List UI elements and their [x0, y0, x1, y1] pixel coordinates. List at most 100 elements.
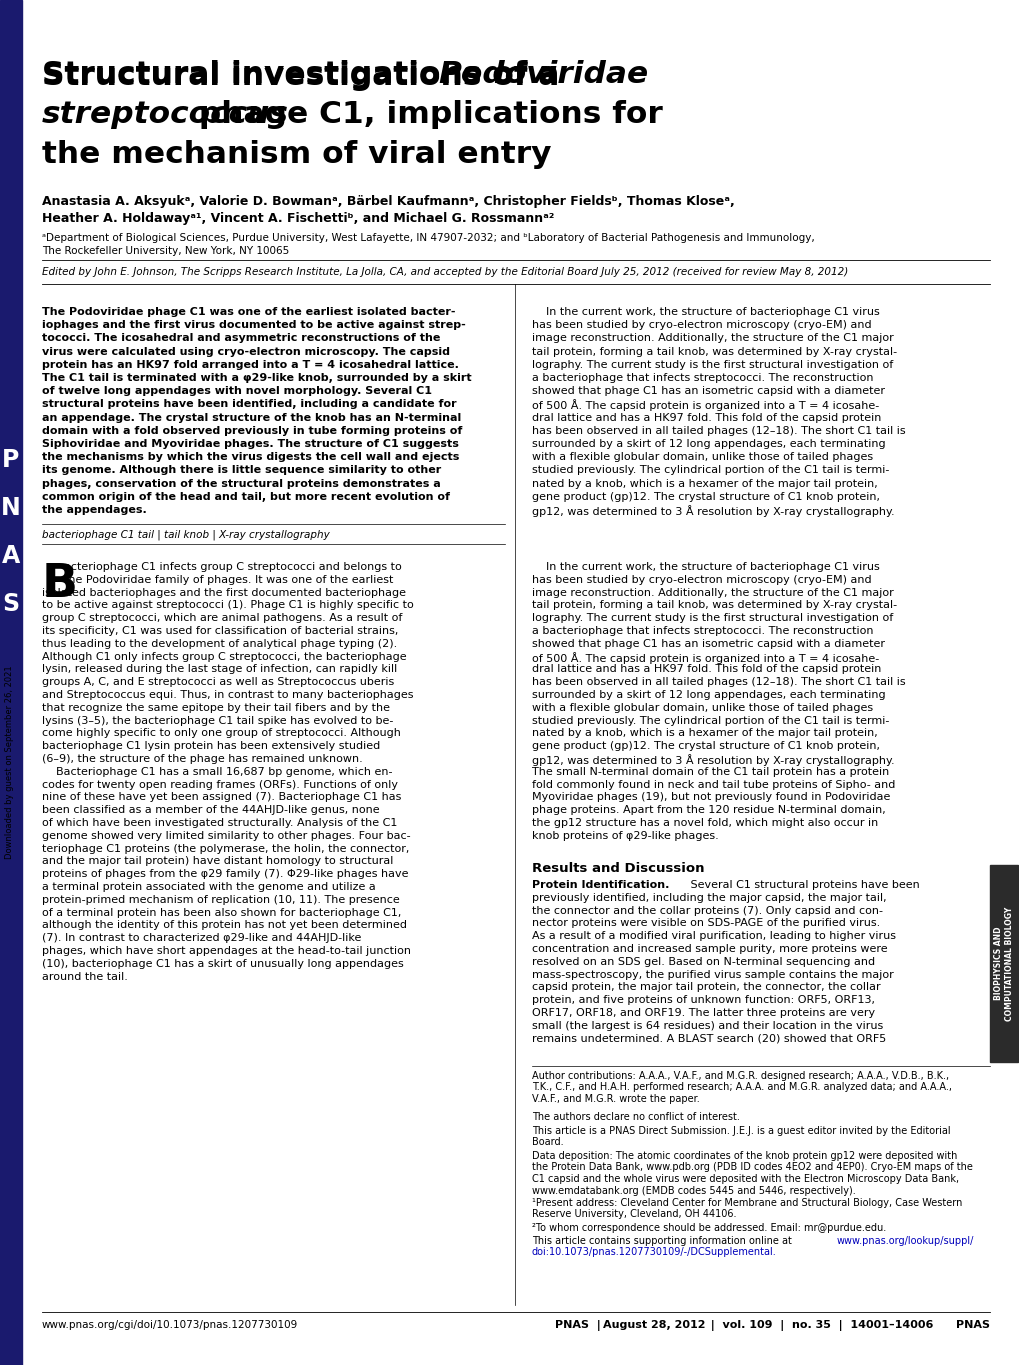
- Text: showed that phage C1 has an isometric capsid with a diameter: showed that phage C1 has an isometric ca…: [532, 639, 884, 648]
- Text: of twelve long appendages with novel morphology. Several C1: of twelve long appendages with novel mor…: [42, 386, 432, 396]
- Text: Results and Discussion: Results and Discussion: [532, 863, 704, 875]
- Text: Siphoviridae and Myoviridae phages. The structure of C1 suggests: Siphoviridae and Myoviridae phages. The …: [42, 440, 459, 449]
- Text: although the identity of this protein has not yet been determined: although the identity of this protein ha…: [42, 920, 407, 931]
- Text: surrounded by a skirt of 12 long appendages, each terminating: surrounded by a skirt of 12 long appenda…: [532, 440, 884, 449]
- Text: Anastasia A. Aksyukᵃ, Valorie D. Bowmanᵃ, Bärbel Kaufmannᵃ, Christopher Fieldsᵇ,: Anastasia A. Aksyukᵃ, Valorie D. Bowmanᵃ…: [42, 195, 734, 207]
- Text: This article is a PNAS Direct Submission. J.E.J. is a guest editor invited by th: This article is a PNAS Direct Submission…: [532, 1126, 950, 1136]
- Text: of 500 Å. The capsid protein is organized into a T = 4 icosahe-: of 500 Å. The capsid protein is organize…: [532, 400, 878, 411]
- Text: ²To whom correspondence should be addressed. Email: mr@purdue.edu.: ²To whom correspondence should be addres…: [532, 1223, 886, 1233]
- Text: www.pnas.org/lookup/suppl/: www.pnas.org/lookup/suppl/: [837, 1235, 973, 1246]
- Text: phage C1, implications for: phage C1, implications for: [189, 100, 662, 130]
- Text: been classified as a member of the 44AHJD-like genus, none: been classified as a member of the 44AHJ…: [42, 805, 379, 815]
- Text: image reconstruction. Additionally, the structure of the C1 major: image reconstruction. Additionally, the …: [532, 587, 893, 598]
- Text: dral lattice and has a HK97 fold. This fold of the capsid protein: dral lattice and has a HK97 fold. This f…: [532, 412, 880, 423]
- Text: surrounded by a skirt of 12 long appendages, each terminating: surrounded by a skirt of 12 long appenda…: [532, 689, 884, 700]
- Text: Structural investigations of a: Structural investigations of a: [42, 61, 570, 91]
- Text: PNAS: PNAS: [955, 1320, 989, 1330]
- Text: group C streptococci, which are animal pathogens. As a result of: group C streptococci, which are animal p…: [42, 613, 401, 624]
- Text: that recognize the same epitope by their tail fibers and by the: that recognize the same epitope by their…: [42, 703, 389, 713]
- Text: has been studied by cryo-electron microscopy (cryo-EM) and: has been studied by cryo-electron micros…: [532, 575, 871, 584]
- Text: of a terminal protein has been also shown for bacteriophage C1,: of a terminal protein has been also show…: [42, 908, 401, 917]
- Text: a bacteriophage that infects streptococci. The reconstruction: a bacteriophage that infects streptococc…: [532, 373, 872, 384]
- Text: (6–9), the structure of the phage has remained unknown.: (6–9), the structure of the phage has re…: [42, 753, 363, 764]
- Text: protein-primed mechanism of replication (10, 11). The presence: protein-primed mechanism of replication …: [42, 895, 399, 905]
- Text: thus leading to the development of analytical phage typing (2).: thus leading to the development of analy…: [42, 639, 396, 648]
- Text: capsid protein, the major tail protein, the connector, the collar: capsid protein, the major tail protein, …: [532, 983, 879, 992]
- Text: T.K., C.F., and H.A.H. performed research; A.A.A. and M.G.R. analyzed data; and : T.K., C.F., and H.A.H. performed researc…: [532, 1082, 951, 1092]
- Text: gene product (gp)12. The crystal structure of C1 knob protein,: gene product (gp)12. The crystal structu…: [532, 491, 879, 502]
- Text: the gp12 structure has a novel fold, which might also occur in: the gp12 structure has a novel fold, whi…: [532, 818, 877, 829]
- Text: streptococcus: streptococcus: [42, 100, 288, 130]
- Text: Several C1 structural proteins have been: Several C1 structural proteins have been: [687, 880, 919, 890]
- Text: P: P: [2, 448, 19, 472]
- Text: The authors declare no conflict of interest.: The authors declare no conflict of inter…: [532, 1112, 739, 1122]
- Text: the mechanisms by which the virus digests the cell wall and ejects: the mechanisms by which the virus digest…: [42, 452, 459, 463]
- Text: a terminal protein associated with the genome and utilize a: a terminal protein associated with the g…: [42, 882, 375, 891]
- Text: This article contains supporting information online at: This article contains supporting informa…: [532, 1235, 794, 1246]
- Text: Podoviridae: Podoviridae: [438, 60, 648, 89]
- Text: Protein Identification.: Protein Identification.: [532, 880, 668, 890]
- Text: bacteriophage C1 lysin protein has been extensively studied: bacteriophage C1 lysin protein has been …: [42, 741, 380, 751]
- Text: Author contributions: A.A.A., V.A.F., and M.G.R. designed research; A.A.A., V.D.: Author contributions: A.A.A., V.A.F., an…: [532, 1072, 949, 1081]
- Text: genome showed very limited similarity to other phages. Four bac-: genome showed very limited similarity to…: [42, 831, 411, 841]
- Text: with a flexible globular domain, unlike those of tailed phages: with a flexible globular domain, unlike …: [532, 703, 872, 713]
- Text: has been observed in all tailed phages (12–18). The short C1 tail is: has been observed in all tailed phages (…: [532, 426, 905, 435]
- Text: fold commonly found in neck and tail tube proteins of Sipho- and: fold commonly found in neck and tail tub…: [532, 779, 895, 789]
- Text: lysin, released during the last stage of infection, can rapidly kill: lysin, released during the last stage of…: [42, 665, 396, 674]
- Text: its genome. Although there is little sequence similarity to other: its genome. Although there is little seq…: [42, 465, 441, 475]
- Text: S: S: [2, 592, 19, 616]
- Text: nated by a knob, which is a hexamer of the major tail protein,: nated by a knob, which is a hexamer of t…: [532, 729, 877, 738]
- Text: and the major tail protein) have distant homology to structural: and the major tail protein) have distant…: [42, 856, 393, 867]
- Text: the mechanism of viral entry: the mechanism of viral entry: [42, 141, 551, 169]
- Text: protein, and five proteins of unknown function: ORF5, ORF13,: protein, and five proteins of unknown fu…: [532, 995, 874, 1005]
- Text: A: A: [2, 545, 20, 568]
- Text: ORF17, ORF18, and ORF19. The latter three proteins are very: ORF17, ORF18, and ORF19. The latter thre…: [532, 1007, 874, 1018]
- Text: In the current work, the structure of bacteriophage C1 virus: In the current work, the structure of ba…: [532, 562, 878, 572]
- Text: mass-spectroscopy, the purified virus sample contains the major: mass-spectroscopy, the purified virus sa…: [532, 969, 893, 980]
- Text: structural proteins have been identified, including a candidate for: structural proteins have been identified…: [42, 400, 457, 410]
- Text: resolved on an SDS gel. Based on N-terminal sequencing and: resolved on an SDS gel. Based on N-termi…: [532, 957, 874, 966]
- Text: In the current work, the structure of bacteriophage C1 virus: In the current work, the structure of ba…: [532, 307, 878, 317]
- Text: of which have been investigated structurally. Analysis of the C1: of which have been investigated structur…: [42, 818, 397, 829]
- Text: gene product (gp)12. The crystal structure of C1 knob protein,: gene product (gp)12. The crystal structu…: [532, 741, 879, 751]
- Text: its specificity, C1 was used for classification of bacterial strains,: its specificity, C1 was used for classif…: [42, 627, 398, 636]
- Text: doi:10.1073/pnas.1207730109/-/DCSupplemental.: doi:10.1073/pnas.1207730109/-/DCSuppleme…: [532, 1248, 776, 1257]
- Text: gp12, was determined to 3 Å resolution by X-ray crystallography.: gp12, was determined to 3 Å resolution b…: [532, 753, 894, 766]
- Text: proteins of phages from the φ29 family (7). Φ29-like phages have: proteins of phages from the φ29 family (…: [42, 870, 408, 879]
- Text: C1 capsid and the whole virus were deposited with the Electron Microscopy Data B: C1 capsid and the whole virus were depos…: [532, 1174, 958, 1183]
- Text: August 28, 2012: August 28, 2012: [602, 1320, 705, 1330]
- Text: Board.: Board.: [532, 1137, 564, 1147]
- Text: bacteriophage C1 tail | tail knob | X-ray crystallography: bacteriophage C1 tail | tail knob | X-ra…: [42, 530, 329, 541]
- Text: Downloaded by guest on September 26, 2021: Downloaded by guest on September 26, 202…: [5, 665, 14, 859]
- Text: an appendage. The crystal structure of the knob has an N-terminal: an appendage. The crystal structure of t…: [42, 412, 461, 423]
- Text: PNAS  |: PNAS |: [554, 1320, 608, 1331]
- Text: the Protein Data Bank, www.pdb.org (PDB ID codes 4EO2 and 4EP0). Cryo-EM maps of: the Protein Data Bank, www.pdb.org (PDB …: [532, 1163, 972, 1173]
- Text: domain with a fold observed previously in tube forming proteins of: domain with a fold observed previously i…: [42, 426, 462, 435]
- Text: knob proteins of φ29-like phages.: knob proteins of φ29-like phages.: [532, 831, 718, 841]
- Text: phages, conservation of the structural proteins demonstrates a: phages, conservation of the structural p…: [42, 479, 440, 489]
- Text: phages, which have short appendages at the head-to-tail junction: phages, which have short appendages at t…: [42, 946, 411, 956]
- Text: BIOPHYSICS AND
COMPUTATIONAL BIOLOGY: BIOPHYSICS AND COMPUTATIONAL BIOLOGY: [994, 906, 1013, 1021]
- Text: to be active against streptococci (1). Phage C1 is highly specific to: to be active against streptococci (1). P…: [42, 601, 414, 610]
- Text: Although C1 only infects group C streptococci, the bacteriophage: Although C1 only infects group C strepto…: [42, 651, 407, 662]
- Text: a bacteriophage that infects streptococci. The reconstruction: a bacteriophage that infects streptococc…: [532, 627, 872, 636]
- Bar: [0, 0, 22, 1365]
- Text: previously identified, including the major capsid, the major tail,: previously identified, including the maj…: [532, 893, 886, 902]
- Text: teriophage C1 proteins (the polymerase, the holin, the connector,: teriophage C1 proteins (the polymerase, …: [42, 844, 409, 853]
- Text: lography. The current study is the first structural investigation of: lography. The current study is the first…: [532, 613, 893, 624]
- Text: tail protein, forming a tail knob, was determined by X-ray crystal-: tail protein, forming a tail knob, was d…: [532, 347, 897, 356]
- Text: of 500 Å. The capsid protein is organized into a T = 4 icosahe-: of 500 Å. The capsid protein is organize…: [532, 651, 878, 663]
- Text: has been studied by cryo-electron microscopy (cryo-EM) and: has been studied by cryo-electron micros…: [532, 321, 871, 330]
- Text: Reserve University, Cleveland, OH 44106.: Reserve University, Cleveland, OH 44106.: [532, 1209, 736, 1219]
- Text: concentration and increased sample purity, more proteins were: concentration and increased sample purit…: [532, 945, 887, 954]
- Text: ¹Present address: Cleveland Center for Membrane and Structural Biology, Case Wes: ¹Present address: Cleveland Center for M…: [532, 1198, 962, 1208]
- Text: acteriophage C1 infects group C streptococci and belongs to: acteriophage C1 infects group C streptoc…: [64, 562, 401, 572]
- Text: www.pnas.org/cgi/doi/10.1073/pnas.1207730109: www.pnas.org/cgi/doi/10.1073/pnas.120773…: [42, 1320, 298, 1330]
- Text: has been observed in all tailed phages (12–18). The short C1 tail is: has been observed in all tailed phages (…: [532, 677, 905, 687]
- Text: come highly specific to only one group of streptococci. Although: come highly specific to only one group o…: [42, 729, 400, 738]
- Text: V.A.F., and M.G.R. wrote the paper.: V.A.F., and M.G.R. wrote the paper.: [532, 1093, 699, 1104]
- Text: Data deposition: The atomic coordinates of the knob protein gp12 were deposited : Data deposition: The atomic coordinates …: [532, 1151, 957, 1162]
- Text: ᵃDepartment of Biological Sciences, Purdue University, West Lafayette, IN 47907-: ᵃDepartment of Biological Sciences, Purd…: [42, 233, 814, 243]
- Text: The Podoviridae phage C1 was one of the earliest isolated bacter-: The Podoviridae phage C1 was one of the …: [42, 307, 455, 317]
- Text: As a result of a modified viral purification, leading to higher virus: As a result of a modified viral purifica…: [532, 931, 895, 942]
